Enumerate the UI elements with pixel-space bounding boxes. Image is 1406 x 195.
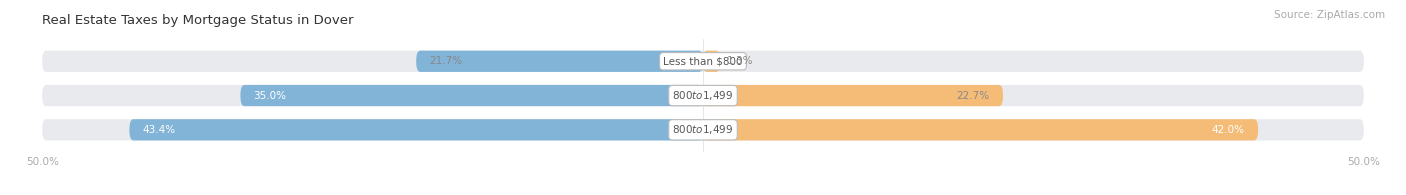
FancyBboxPatch shape: [703, 51, 720, 72]
Text: 43.4%: 43.4%: [142, 125, 176, 135]
FancyBboxPatch shape: [416, 51, 703, 72]
FancyBboxPatch shape: [129, 119, 703, 140]
FancyBboxPatch shape: [240, 85, 703, 106]
Text: 42.0%: 42.0%: [1212, 125, 1244, 135]
Text: 35.0%: 35.0%: [253, 90, 287, 101]
Text: Real Estate Taxes by Mortgage Status in Dover: Real Estate Taxes by Mortgage Status in …: [42, 14, 354, 27]
Text: $800 to $1,499: $800 to $1,499: [672, 123, 734, 136]
Text: Less than $800: Less than $800: [664, 56, 742, 66]
Text: 1.3%: 1.3%: [727, 56, 754, 66]
Text: $800 to $1,499: $800 to $1,499: [672, 89, 734, 102]
FancyBboxPatch shape: [42, 85, 1364, 106]
FancyBboxPatch shape: [42, 51, 1364, 72]
FancyBboxPatch shape: [703, 85, 1002, 106]
Text: 22.7%: 22.7%: [956, 90, 990, 101]
FancyBboxPatch shape: [42, 119, 1364, 140]
Text: Source: ZipAtlas.com: Source: ZipAtlas.com: [1274, 10, 1385, 20]
Text: 21.7%: 21.7%: [429, 56, 463, 66]
FancyBboxPatch shape: [703, 119, 1258, 140]
